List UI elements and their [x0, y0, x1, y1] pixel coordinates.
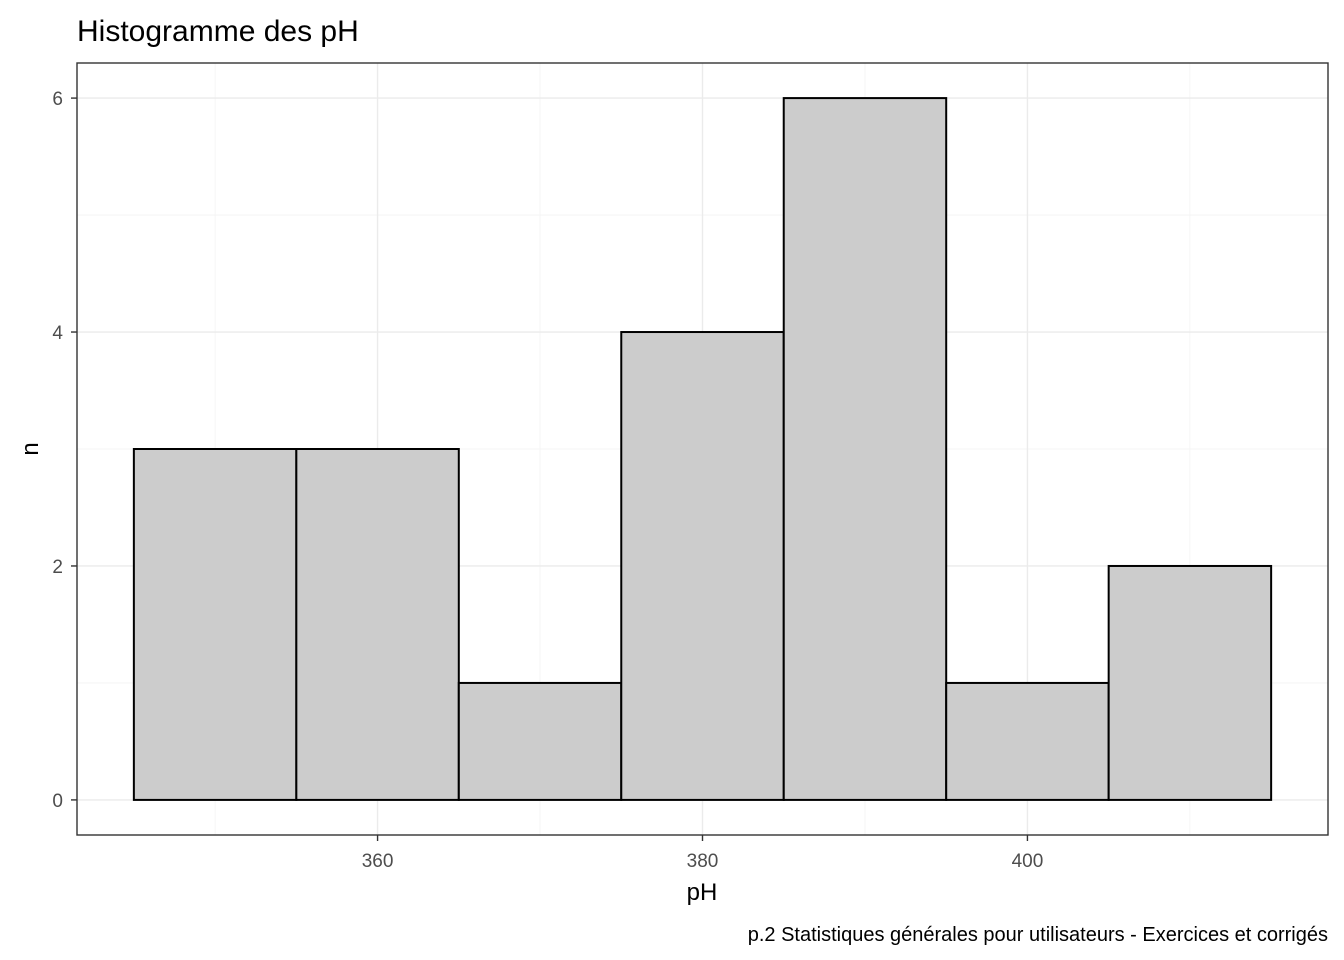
histogram-bars — [132, 97, 1273, 801]
y-axis-title: n — [17, 442, 44, 455]
histogram-bar-3 — [457, 681, 623, 801]
x-tick-label: 400 — [1012, 851, 1044, 872]
x-axis-title: pH — [687, 879, 718, 906]
histogram-bar-7 — [1107, 564, 1273, 801]
y-tick-label: 2 — [52, 557, 63, 578]
y-tick-label: 4 — [52, 323, 63, 344]
chart-title: Histogramme des pH — [77, 15, 359, 48]
x-tick-label: 360 — [362, 851, 394, 872]
histogram-bar-5 — [782, 97, 948, 801]
histogram-bar-4 — [620, 331, 785, 801]
histogram-bar-2 — [295, 448, 460, 801]
y-tick-label: 0 — [52, 791, 63, 812]
axis-ticks: 360 380 400 0 2 4 6 — [52, 89, 1043, 872]
y-tick-label: 6 — [52, 89, 63, 110]
chart-caption: p.2 Statistiques générales pour utilisat… — [748, 924, 1328, 946]
x-tick-label: 380 — [687, 851, 719, 872]
histogram-bar-6 — [945, 681, 1110, 801]
histogram-bar-1 — [132, 448, 298, 801]
